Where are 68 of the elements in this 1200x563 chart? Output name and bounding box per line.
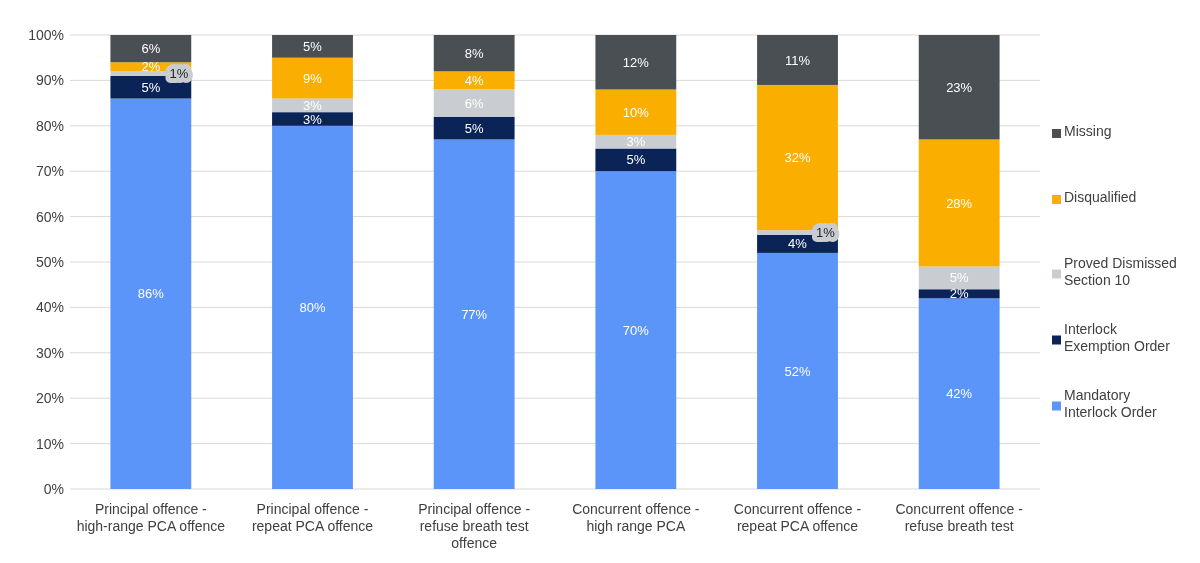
y-tick-label: 90%: [35, 72, 64, 89]
data-label: 5%: [303, 38, 323, 54]
bar: [595, 148, 677, 172]
data-label: 8%: [464, 45, 484, 61]
legend-label: Missing: [1064, 123, 1112, 140]
bar: [918, 35, 1000, 140]
y-tick-label: 30%: [35, 344, 64, 361]
data-label: 5%: [141, 79, 161, 95]
y-tick-label: 20%: [35, 390, 64, 407]
data-label: 23%: [946, 79, 973, 95]
bar: [272, 125, 353, 489]
data-label: 3%: [303, 111, 323, 127]
legend-label: Mandatory Interlock Order: [1064, 387, 1157, 421]
data-label: 4%: [464, 72, 484, 88]
y-tick-label: 100%: [28, 26, 64, 43]
bar: [918, 298, 1000, 489]
bar: [433, 139, 515, 489]
bar: [918, 139, 1000, 267]
bar: [433, 116, 515, 140]
bar: [110, 35, 192, 63]
bar: [757, 35, 838, 85]
bar: [110, 98, 192, 489]
bar: [272, 112, 353, 126]
data-label: 6%: [141, 41, 161, 57]
data-label: 32%: [784, 150, 811, 166]
bar: [433, 89, 515, 117]
y-tick-label: 60%: [35, 208, 64, 225]
bar: [595, 171, 677, 489]
legend-label: Interlock Exemption Order: [1064, 321, 1171, 355]
data-label: 80%: [299, 299, 326, 315]
bar: [918, 266, 1000, 290]
data-label: 4%: [788, 236, 808, 252]
data-label: 10%: [622, 104, 650, 120]
bar: [595, 89, 677, 135]
data-label: 86%: [137, 286, 165, 302]
bar: [272, 35, 353, 58]
x-tick-label: Concurrent offence - refuse breath test: [895, 501, 1024, 534]
data-label: 12%: [622, 54, 650, 70]
x-tick-label: Principal offence - refuse breath test offence: [418, 501, 531, 551]
bar: [595, 134, 677, 149]
data-label: 42%: [946, 386, 973, 402]
legend-label: Proved Dismissed Section 10: [1064, 255, 1177, 289]
data-label: 70%: [622, 322, 650, 338]
data-label: 9%: [303, 70, 323, 86]
bar: [433, 35, 515, 72]
data-label: 11%: [784, 52, 811, 68]
bar: [433, 71, 515, 90]
data-label: 52%: [784, 363, 811, 379]
y-tick-label: 50%: [35, 253, 64, 270]
data-label: 28%: [946, 195, 973, 211]
y-tick-label: 80%: [35, 117, 64, 134]
y-tick-label: 0%: [43, 480, 64, 497]
data-label: 5%: [464, 120, 484, 136]
data-label: 77%: [461, 306, 488, 322]
x-tick-label: Principal offence - high-range PCA offence: [76, 501, 226, 534]
x-tick-label: Concurrent offence - high range PCA: [572, 501, 700, 534]
bar: [595, 35, 677, 90]
data-label: 2%: [141, 59, 161, 75]
bar: [272, 57, 353, 99]
data-label: 5%: [626, 152, 646, 168]
data-label: 2%: [949, 286, 969, 302]
y-tick-label: 70%: [35, 163, 64, 180]
y-tick-label: 40%: [35, 299, 64, 316]
x-tick-label: Principal offence - repeat PCA offence: [251, 501, 374, 534]
legend-label: Disqualified: [1064, 189, 1137, 206]
bar: [757, 252, 838, 489]
x-tick-label: Concurrent offence - repeat PCA offence: [733, 501, 862, 534]
y-tick-label: 10%: [35, 435, 64, 452]
